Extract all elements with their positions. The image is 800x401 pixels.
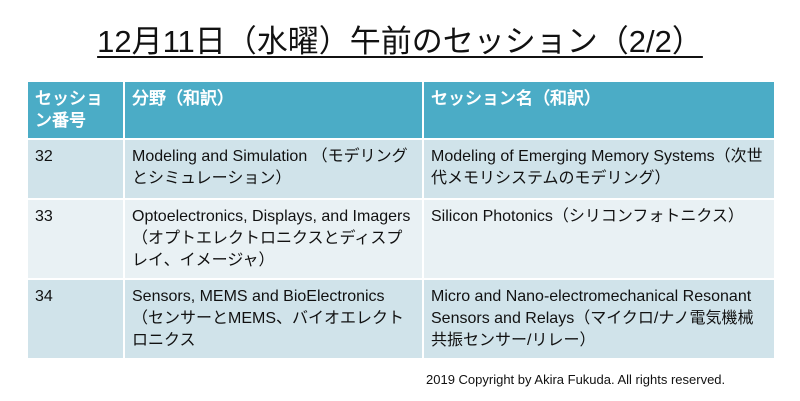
- table-header-row: セッション番号 分野（和訳） セッション名（和訳）: [28, 82, 776, 140]
- slide-title-text: 12月11日（水曜）午前のセッション（2/2）: [97, 24, 703, 59]
- header-session-name: セッション名（和訳）: [423, 82, 776, 140]
- cell-session: Silicon Photonics（シリコンフォトニクス）: [423, 199, 776, 280]
- cell-field: Sensors, MEMS and BioElectronics（センサーとME…: [124, 279, 424, 360]
- cell-number: 32: [28, 139, 125, 200]
- cell-number: 33: [28, 199, 125, 280]
- table-row: 34 Sensors, MEMS and BioElectronics（センサー…: [28, 279, 776, 360]
- session-table: セッション番号 分野（和訳） セッション名（和訳） 32 Modeling an…: [28, 82, 776, 360]
- cell-session: Modeling of Emerging Memory Systems（次世代メ…: [423, 139, 776, 200]
- slide-title: 12月11日（水曜）午前のセッション（2/2）: [0, 22, 800, 62]
- header-field: 分野（和訳）: [124, 82, 424, 140]
- header-session-number: セッション番号: [28, 82, 125, 140]
- cell-session: Micro and Nano-electromechanical Resonan…: [423, 279, 776, 360]
- cell-field: Optoelectronics, Displays, and Imagers （…: [124, 199, 424, 280]
- table-row: 33 Optoelectronics, Displays, and Imager…: [28, 199, 776, 280]
- cell-number: 34: [28, 279, 125, 360]
- table-row: 32 Modeling and Simulation （モデリングとシミュレーシ…: [28, 139, 776, 200]
- copyright-notice: 2019 Copyright by Akira Fukuda. All righ…: [426, 372, 726, 387]
- cell-field: Modeling and Simulation （モデリングとシミュレーション）: [124, 139, 424, 200]
